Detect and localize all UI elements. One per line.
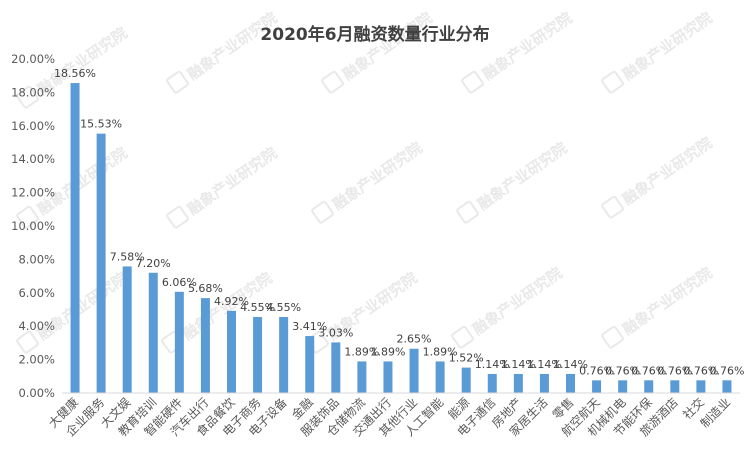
bar [357, 361, 367, 393]
data-label: 1.52% [449, 352, 484, 365]
data-label: 6.06% [162, 276, 197, 289]
bar [539, 373, 549, 393]
bar [487, 373, 497, 393]
bar [513, 373, 523, 393]
bar [70, 83, 80, 393]
data-label: 0.76% [579, 364, 614, 377]
bar [409, 348, 419, 393]
data-label: 1.14% [501, 358, 536, 371]
bar [305, 336, 315, 393]
y-tick-label: 0.00% [18, 386, 55, 400]
bar [644, 380, 654, 393]
data-label: 1.89% [370, 345, 405, 358]
data-label: 0.76% [709, 364, 744, 377]
data-label: 1.14% [475, 358, 510, 371]
data-label: 1.89% [344, 345, 379, 358]
bar [461, 367, 471, 393]
bar [383, 361, 393, 393]
y-tick-label: 12.00% [11, 186, 55, 200]
data-label: 7.58% [110, 250, 145, 263]
data-label: 18.56% [54, 67, 96, 80]
bar [200, 298, 210, 393]
data-label: 1.14% [527, 358, 562, 371]
data-label: 5.68% [188, 282, 223, 295]
bar [435, 361, 445, 393]
data-label: 1.14% [553, 358, 588, 371]
data-label: 4.55% [240, 301, 275, 314]
y-tick-label: 6.00% [18, 286, 55, 300]
y-tick-label: 16.00% [11, 119, 55, 133]
x-tick-label: 制造业 [698, 395, 733, 430]
bar [331, 342, 341, 393]
data-label: 0.76% [657, 364, 692, 377]
data-label: 1.89% [423, 345, 458, 358]
bar [696, 380, 706, 393]
bar [722, 380, 732, 393]
data-label: 4.92% [214, 295, 249, 308]
bar [227, 310, 236, 393]
y-tick-label: 20.00% [11, 52, 55, 66]
bar [122, 266, 132, 393]
chart-title: 2020年6月融资数量行业分布 [260, 24, 489, 45]
data-label: 4.55% [266, 301, 301, 314]
bar-series [70, 83, 732, 394]
data-label: 15.53% [80, 118, 122, 131]
bar [96, 133, 106, 394]
y-tick-label: 14.00% [11, 152, 55, 166]
data-label: 0.76% [683, 364, 718, 377]
y-tick-label: 18.00% [11, 85, 55, 99]
data-label: 7.20% [136, 257, 171, 270]
data-label: 2.65% [397, 333, 432, 346]
bar [670, 380, 680, 393]
data-labels: 18.56%15.53%7.58%7.20%6.06%5.68%4.92%4.5… [54, 67, 744, 377]
bar [279, 317, 289, 393]
data-label: 0.76% [631, 364, 666, 377]
y-tick-label: 2.00% [18, 353, 55, 367]
bar [592, 380, 602, 393]
y-tick-label: 8.00% [18, 252, 55, 266]
bar [566, 373, 575, 393]
bar [618, 380, 628, 393]
data-label: 3.03% [318, 326, 353, 339]
data-label: 3.41% [292, 320, 327, 333]
data-label: 0.76% [605, 364, 640, 377]
y-tick-label: 10.00% [11, 219, 55, 233]
bar [253, 317, 263, 393]
bar [148, 272, 158, 393]
bar [174, 291, 184, 393]
y-axis: 0.00% 2.00% 4.00% 6.00% 8.00% 10.00% 12.00% 14.… [11, 52, 55, 400]
y-tick-label: 4.00% [18, 319, 55, 333]
